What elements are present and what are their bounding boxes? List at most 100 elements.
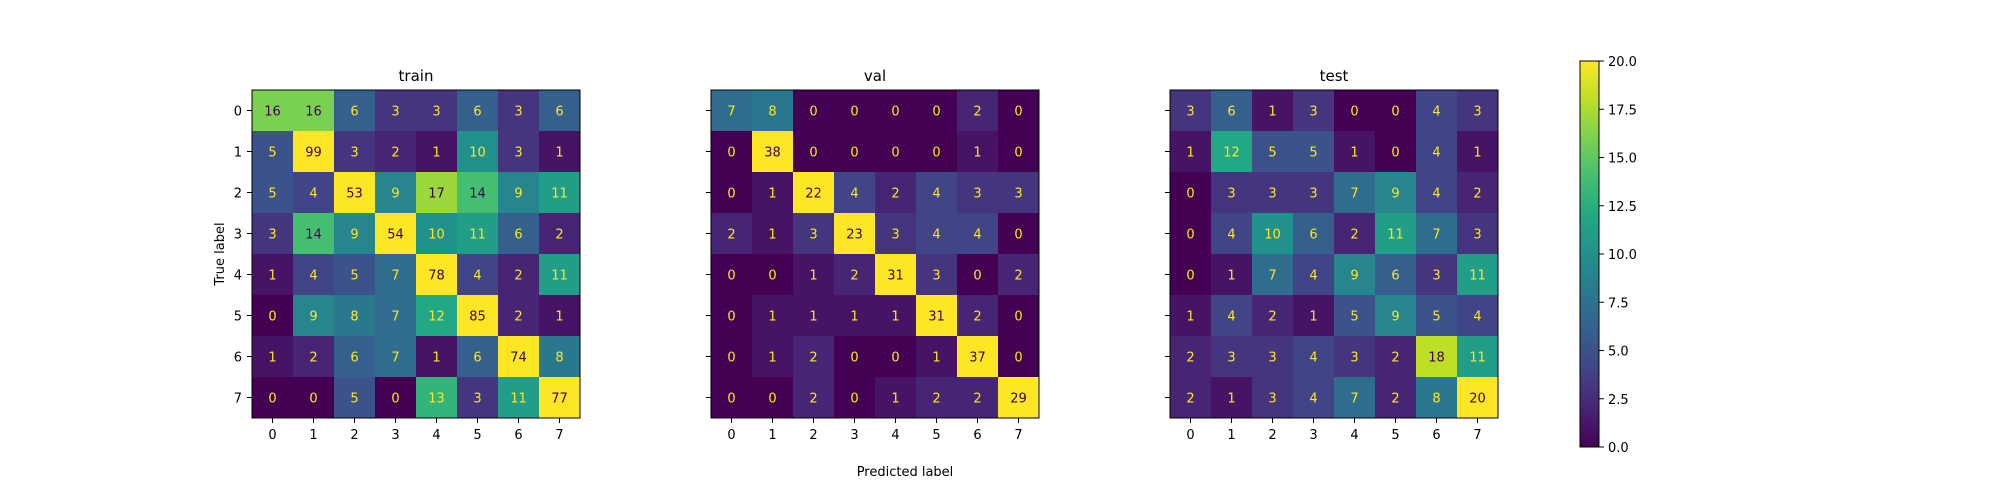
heatmap-cell — [916, 172, 958, 214]
cell-value-label: 0 — [1350, 105, 1358, 120]
cell-value-label: 7 — [391, 351, 399, 366]
cell-value-label: 1 — [1473, 146, 1481, 161]
cell-value-label: 8 — [350, 310, 358, 325]
cell-value-label: 11 — [551, 187, 568, 202]
heatmap-cell — [539, 131, 581, 173]
cell-value-label: 2 — [727, 228, 735, 243]
heatmap-cell — [293, 172, 335, 214]
heatmap-cell — [1457, 172, 1499, 214]
cell-value-label: 0 — [1014, 228, 1022, 243]
heatmap-cell — [752, 254, 794, 296]
heatmap-cell — [793, 254, 835, 296]
heatmap-cell — [998, 254, 1040, 296]
heatmap-cell — [875, 336, 917, 378]
cell-value-label: 6 — [350, 105, 358, 120]
heatmap-cell — [957, 131, 999, 173]
cell-value-label: 1 — [1186, 146, 1194, 161]
heatmap-cell — [293, 254, 335, 296]
heatmap-cell — [457, 90, 499, 132]
cell-value-label: 7 — [1350, 187, 1358, 202]
heatmap-cell — [252, 254, 294, 296]
heatmap-cell — [998, 377, 1040, 419]
heatmap-cell — [957, 213, 999, 255]
heatmap-cell — [1293, 172, 1335, 214]
heatmap-cell — [293, 295, 335, 337]
cell-value-label: 9 — [1391, 187, 1399, 202]
heatmap-cell — [334, 90, 376, 132]
heatmap-cell — [293, 336, 335, 378]
heatmap-cell — [293, 213, 335, 255]
heatmap-cell — [1293, 377, 1335, 419]
cell-value-label: 3 — [1309, 105, 1317, 120]
cell-value-label: 78 — [428, 269, 445, 284]
cell-value-label: 0 — [727, 310, 735, 325]
cell-value-label: 0 — [809, 146, 817, 161]
x-tick-label: 4 — [1350, 428, 1358, 443]
heatmap-cell — [1170, 131, 1212, 173]
cell-value-label: 16 — [305, 105, 322, 120]
heatmap-cell — [498, 336, 540, 378]
cell-value-label: 1 — [850, 310, 858, 325]
cell-value-label: 1 — [268, 351, 276, 366]
heatmap-cell — [1334, 213, 1376, 255]
heatmap-cell — [375, 254, 417, 296]
heatmap-cell — [1293, 254, 1335, 296]
cell-value-label: 0 — [268, 310, 276, 325]
cell-value-label: 17 — [428, 187, 445, 202]
cell-value-label: 2 — [973, 310, 981, 325]
heatmap-cell — [1252, 377, 1294, 419]
heatmap-cell — [1170, 213, 1212, 255]
panel-title: test — [1320, 67, 1349, 85]
cell-value-label: 2 — [1186, 392, 1194, 407]
heatmap-cell — [957, 254, 999, 296]
cell-value-label: 2 — [932, 392, 940, 407]
colorbar-tick-label: 5.0 — [1608, 345, 1629, 360]
x-tick-label: 7 — [1473, 428, 1481, 443]
cell-value-label: 14 — [305, 228, 322, 243]
heatmap-cell — [1457, 336, 1499, 378]
cell-value-label: 1 — [1350, 146, 1358, 161]
cell-value-label: 11 — [1469, 351, 1486, 366]
cell-value-label: 0 — [768, 392, 776, 407]
heatmap-cell — [834, 131, 876, 173]
cell-value-label: 2 — [555, 228, 563, 243]
cell-value-label: 0 — [891, 146, 899, 161]
heatmap-cell — [834, 172, 876, 214]
cell-value-label: 2 — [809, 351, 817, 366]
heatmap-cell — [752, 90, 794, 132]
cell-value-label: 4 — [1473, 310, 1481, 325]
heatmap-cell — [916, 213, 958, 255]
heatmap-cell — [793, 90, 835, 132]
cell-value-label: 7 — [391, 269, 399, 284]
heatmap-cell — [957, 172, 999, 214]
cell-value-label: 12 — [428, 310, 445, 325]
heatmap-cell — [416, 213, 458, 255]
heatmap-cell — [457, 172, 499, 214]
cell-value-label: 5 — [1268, 146, 1276, 161]
heatmap-cell — [416, 90, 458, 132]
heatmap-cell — [1416, 377, 1458, 419]
cell-value-label: 4 — [309, 269, 317, 284]
cell-value-label: 1 — [432, 351, 440, 366]
cell-value-label: 99 — [305, 146, 322, 161]
cell-value-label: 0 — [727, 351, 735, 366]
heatmap-cell — [334, 213, 376, 255]
cell-value-label: 0 — [932, 105, 940, 120]
heatmap-cell — [1170, 172, 1212, 214]
axes-frame — [251, 89, 581, 419]
heatmap-cell — [1211, 254, 1253, 296]
heatmap-cell — [875, 377, 917, 419]
cell-value-label: 1 — [1186, 310, 1194, 325]
heatmap-cell — [1170, 295, 1212, 337]
heatmap-cell — [1334, 295, 1376, 337]
heatmap-cell — [916, 254, 958, 296]
heatmap-cell — [1375, 295, 1417, 337]
cell-value-label: 4 — [1227, 228, 1235, 243]
cell-value-label: 0 — [850, 392, 858, 407]
x-tick-label: 4 — [432, 428, 440, 443]
heatmap-cell — [1457, 377, 1499, 419]
cell-value-label: 16 — [264, 105, 281, 120]
